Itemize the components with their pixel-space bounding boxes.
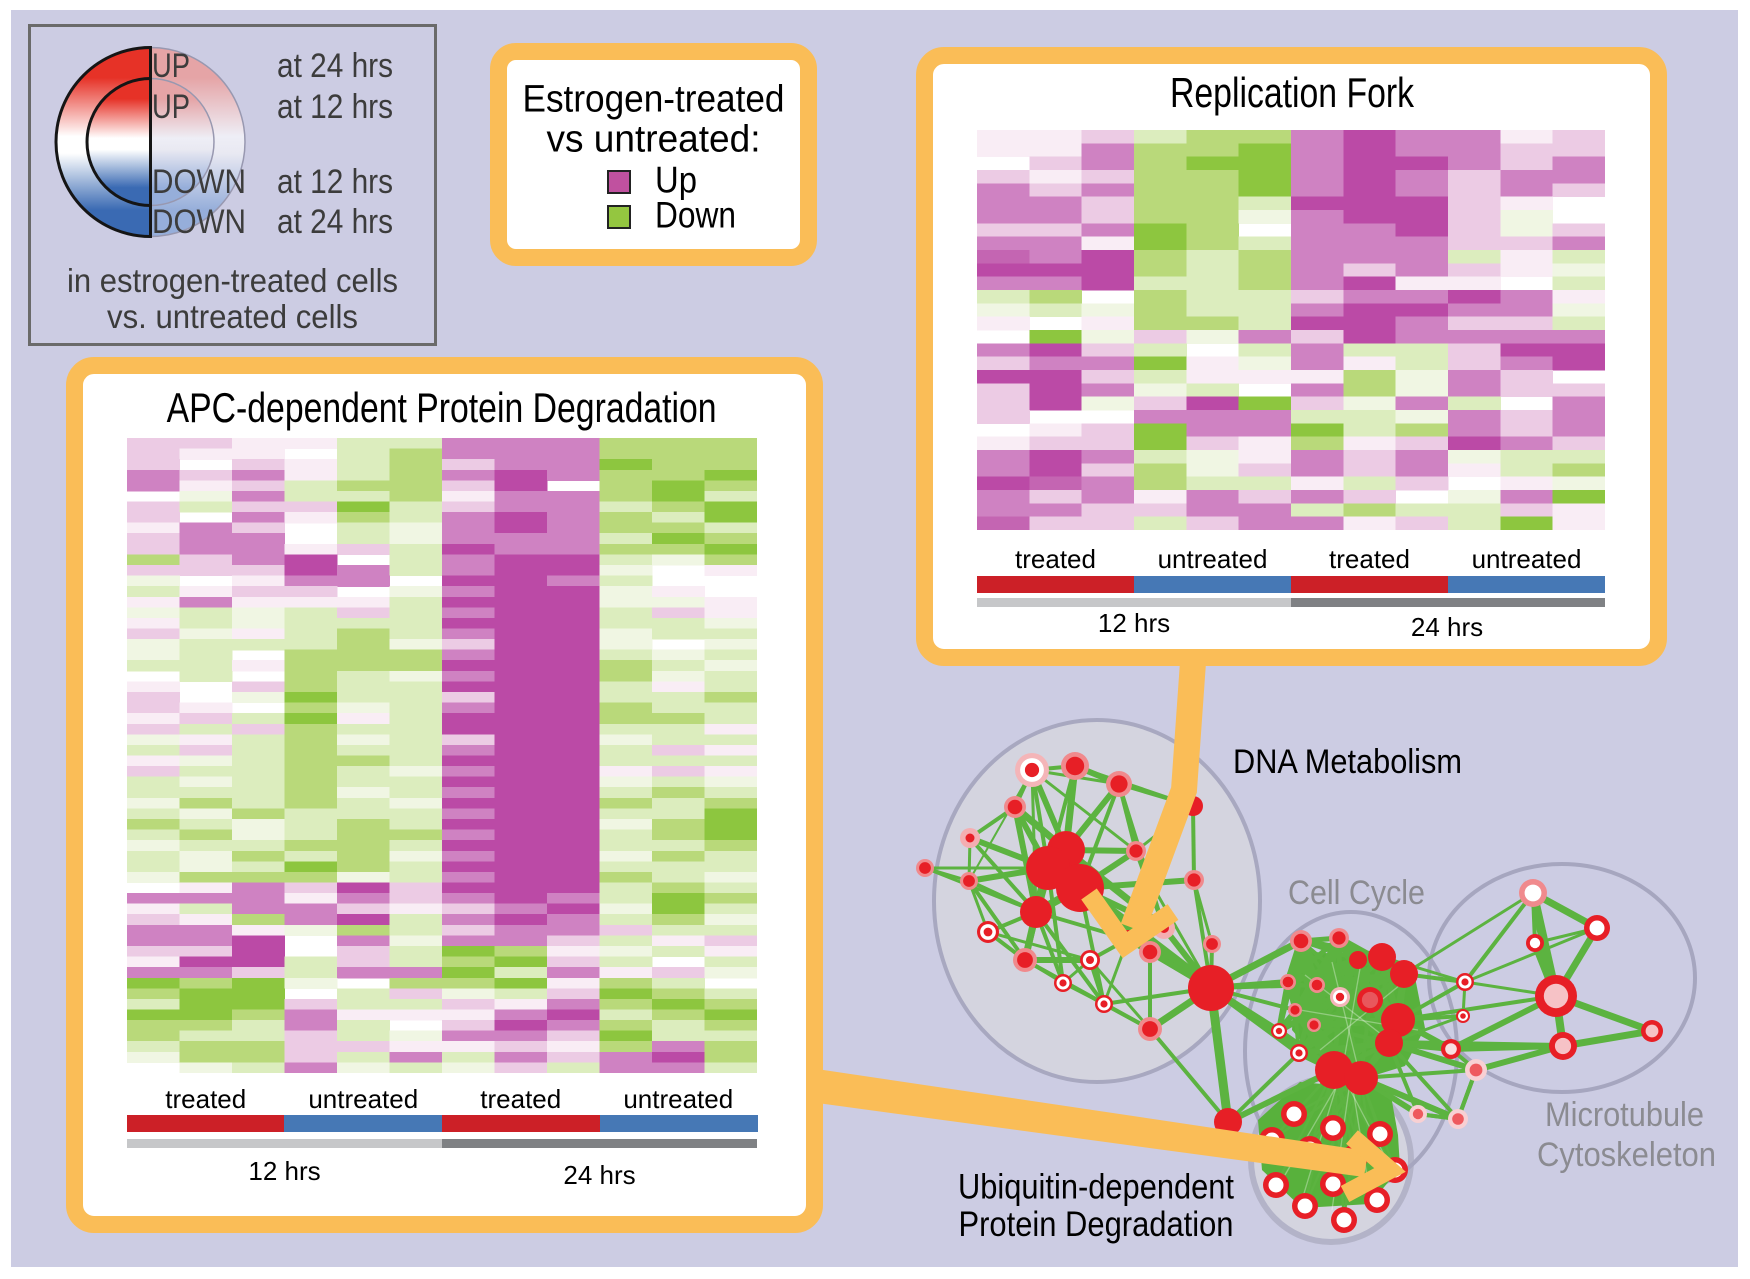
- svg-text:UP: UP: [152, 47, 190, 85]
- svg-text:24 hrs: 24 hrs: [563, 1160, 635, 1190]
- svg-text:untreated: untreated: [623, 1084, 733, 1114]
- svg-text:vs. untreated cells: vs. untreated cells: [107, 298, 358, 335]
- svg-text:Up: Up: [655, 160, 697, 201]
- svg-text:Ubiquitin-dependent: Ubiquitin-dependent: [958, 1168, 1234, 1207]
- svg-text:untreated: untreated: [1158, 544, 1268, 574]
- svg-text:Microtubule: Microtubule: [1545, 1096, 1704, 1134]
- svg-text:Replication Fork: Replication Fork: [1170, 69, 1415, 116]
- svg-text:Down: Down: [655, 195, 736, 236]
- svg-text:at 24 hrs: at 24 hrs: [277, 203, 393, 241]
- svg-text:24 hrs: 24 hrs: [1411, 612, 1483, 642]
- svg-text:DOWN: DOWN: [152, 163, 246, 201]
- svg-text:untreated: untreated: [308, 1084, 418, 1114]
- svg-text:12 hrs: 12 hrs: [1098, 608, 1170, 638]
- svg-text:at 24 hrs: at 24 hrs: [277, 47, 393, 85]
- svg-text:Cell Cycle: Cell Cycle: [1288, 874, 1425, 912]
- svg-text:UP: UP: [152, 88, 190, 126]
- svg-text:12 hrs: 12 hrs: [248, 1156, 320, 1186]
- svg-text:at 12 hrs: at 12 hrs: [277, 163, 393, 201]
- svg-text:Estrogen-treated: Estrogen-treated: [523, 79, 785, 121]
- svg-text:treated: treated: [1329, 544, 1410, 574]
- svg-text:treated: treated: [480, 1084, 561, 1114]
- svg-text:DNA Metabolism: DNA Metabolism: [1233, 743, 1462, 781]
- svg-text:at 12 hrs: at 12 hrs: [277, 88, 393, 126]
- svg-text:DOWN: DOWN: [152, 203, 246, 241]
- svg-text:Cytoskeleton: Cytoskeleton: [1537, 1136, 1716, 1174]
- svg-text:vs untreated:: vs untreated:: [547, 119, 761, 161]
- svg-text:Protein Degradation: Protein Degradation: [959, 1205, 1234, 1244]
- svg-text:untreated: untreated: [1472, 544, 1582, 574]
- svg-text:APC-dependent Protein Degradat: APC-dependent Protein Degradation: [167, 384, 717, 431]
- svg-text:in estrogen-treated cells: in estrogen-treated cells: [67, 262, 398, 299]
- svg-text:treated: treated: [165, 1084, 246, 1114]
- svg-text:treated: treated: [1015, 544, 1096, 574]
